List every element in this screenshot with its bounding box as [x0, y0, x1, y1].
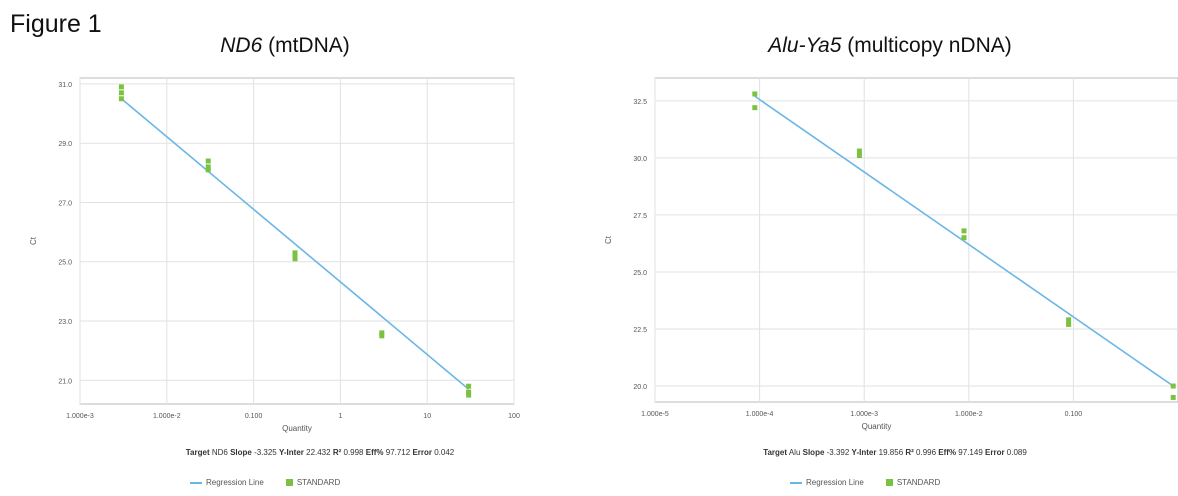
figure-label: Figure 1 — [10, 10, 102, 38]
footer-key: Target — [185, 448, 210, 457]
chart-2-title: Alu-Ya5 (multicopy nDNA) — [700, 34, 1080, 58]
footer-key: Error — [985, 448, 1005, 457]
footer-key: Error — [412, 448, 432, 457]
chart-1-y-tick-label: 23.0 — [58, 319, 72, 326]
chart-2-legend: Regression Line STANDARD — [790, 478, 940, 487]
chart-1-y-tick-label: 29.0 — [58, 141, 72, 148]
footer-value: 0.089 — [1004, 448, 1027, 457]
footer-value: Alu — [787, 448, 803, 457]
chart-1-y-tick-label: 25.0 — [58, 260, 72, 267]
chart-1-y-tick-label: 21.0 — [58, 378, 72, 385]
chart-1-standard-point — [379, 333, 385, 339]
chart-1-standard-point — [205, 164, 211, 170]
chart-1-x-axis-label: Quantity — [282, 424, 312, 433]
chart-1-standard-point — [205, 167, 211, 173]
chart-2-x-axis-label: Quantity — [862, 422, 892, 431]
chart-2-x-tick-label: 0.100 — [1065, 411, 1083, 418]
chart-2-standard-point — [1170, 394, 1176, 400]
chart-2-y-tick-label: 32.5 — [633, 99, 647, 106]
legend-standard-label: STANDARD — [296, 478, 341, 487]
legend-regression-label: Regression Line — [206, 478, 264, 487]
chart-2-y-axis-label: Ct — [604, 235, 613, 244]
chart-2-plot-frame — [654, 77, 1178, 403]
chart-2-y-tick-label: 27.5 — [633, 213, 647, 220]
chart-2-title-italic: Alu-Ya5 — [768, 34, 842, 57]
chart-2-y-tick-label: 30.0 — [633, 156, 647, 163]
chart-2-footer: Target Alu Slope -3.392 Y-Inter 19.856 R… — [620, 448, 1170, 457]
chart-2-x-tick-label: 1.000e-2 — [955, 411, 983, 418]
chart-2-regression-line — [754, 95, 1174, 387]
chart-2-x-tick-label: 1.000e-5 — [641, 411, 669, 418]
chart-2-y-tick-label: 25.0 — [633, 270, 647, 277]
chart-1-standard-point — [205, 158, 211, 164]
footer-key: Target — [763, 448, 788, 457]
footer-value: 97.149 — [956, 448, 985, 457]
chart-1-legend: Regression Line STANDARD — [190, 478, 340, 487]
chart-2-y-tick-label: 22.5 — [633, 327, 647, 334]
chart-1-y-tick-label: 31.0 — [58, 82, 72, 89]
chart-1-title-italic: ND6 — [220, 34, 263, 57]
footer-key: Slope — [230, 448, 252, 457]
chart-1-x-tick-label: 1 — [338, 413, 342, 420]
regression-line-swatch — [190, 481, 202, 484]
chart-1-standard-point — [118, 90, 124, 96]
chart-2-standard-point — [752, 105, 758, 111]
chart-2-x-tick-label: 1.000e-4 — [746, 411, 774, 418]
legend-regression-label: Regression Line — [806, 478, 864, 487]
chart-2-title-rest: (multicopy nDNA) — [841, 34, 1012, 57]
chart-1-standard-point — [118, 96, 124, 102]
chart-1-title-rest: (mtDNA) — [262, 34, 350, 57]
chart-1-x-tick-label: 1.000e-2 — [153, 413, 181, 420]
standard-point-swatch — [285, 479, 293, 487]
footer-value: -3.325 — [251, 448, 279, 457]
chart-2-y-tick-label: 20.0 — [633, 384, 647, 391]
chart-1-standard-point — [292, 250, 298, 256]
chart-2-standard-point — [1066, 321, 1072, 327]
footer-value: 19.856 — [876, 448, 906, 457]
chart-2-standard-point — [961, 228, 967, 234]
chart-1-y-axis-label: Ct — [29, 236, 38, 245]
footer-key: R² — [332, 448, 342, 457]
footer-value: -3.392 — [824, 448, 852, 457]
chart-1-standard-point — [292, 253, 298, 259]
footer-value: ND6 — [209, 448, 231, 457]
chart-1-plot-frame — [79, 77, 515, 405]
standard-point-swatch — [885, 479, 893, 487]
footer-key: Eff% — [938, 448, 957, 457]
footer-value: 22.432 — [303, 448, 333, 457]
footer-key: Y-Inter — [851, 448, 877, 457]
chart-2-standard-point — [752, 91, 758, 97]
chart-2-standard-point — [961, 235, 967, 241]
chart-2-x-tick-label: 1.000e-3 — [850, 411, 878, 418]
chart-2-standard-point — [1066, 317, 1072, 323]
chart-1-standard-point — [292, 256, 298, 262]
chart-1-title: ND6 (mtDNA) — [140, 34, 430, 58]
chart-2-standard-point — [856, 153, 862, 159]
chart-1-x-tick-label: 0.100 — [245, 413, 263, 420]
chart-1-standard-point — [466, 392, 472, 398]
footer-key: Slope — [802, 448, 825, 457]
chart-1-standard-point — [118, 84, 124, 90]
chart-2-standard-point — [856, 148, 862, 154]
footer-value: 97.712 — [383, 448, 413, 457]
chart-1-standard-point — [466, 389, 472, 395]
footer-key: Eff% — [365, 448, 384, 457]
chart-1-x-tick-label: 1.000e-3 — [66, 413, 94, 420]
chart-1-standard-point — [466, 383, 472, 389]
footer-value: 0.998 — [341, 448, 366, 457]
footer-key: R² — [905, 448, 914, 457]
legend-standard-label: STANDARD — [896, 478, 941, 487]
chart-1-standard-point — [379, 330, 385, 336]
regression-line-swatch — [790, 481, 802, 484]
chart-1-footer: Target ND6 Slope -3.325 Y-Inter 22.432 R… — [60, 448, 580, 457]
footer-value: 0.042 — [432, 448, 455, 457]
chart-1-y-tick-label: 27.0 — [58, 200, 72, 207]
footer-value: 0.996 — [913, 448, 939, 457]
chart-1-regression-line — [120, 98, 470, 390]
chart-1-x-tick-label: 10 — [423, 413, 431, 420]
footer-key: Y-Inter — [278, 448, 304, 457]
chart-1-x-tick-label: 100 — [508, 413, 520, 420]
chart-2-standard-point — [1170, 383, 1176, 389]
